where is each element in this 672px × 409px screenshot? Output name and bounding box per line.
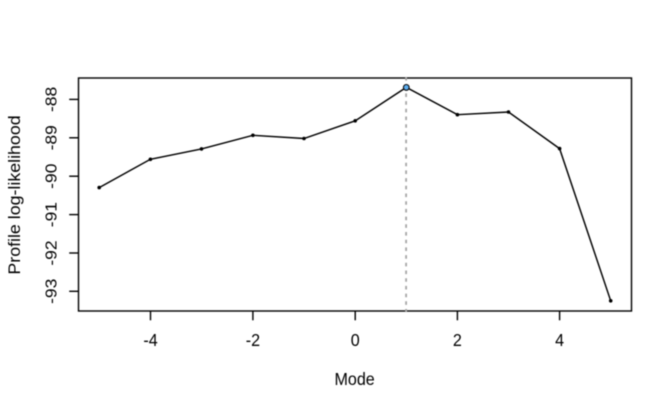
svg-text:-90: -90 (42, 164, 60, 189)
svg-text:-88: -88 (42, 87, 60, 112)
svg-text:0: 0 (351, 331, 360, 351)
svg-text:2: 2 (453, 331, 462, 351)
svg-text:-91: -91 (42, 202, 60, 227)
svg-text:Mode: Mode (334, 369, 374, 389)
svg-text:Profile log-likelihood: Profile log-likelihood (6, 115, 24, 274)
svg-text:-89: -89 (42, 125, 60, 150)
svg-text:-4: -4 (143, 331, 157, 351)
svg-text:4: 4 (555, 331, 564, 351)
svg-text:-92: -92 (42, 240, 60, 265)
svg-text:-93: -93 (42, 279, 60, 304)
svg-text:-2: -2 (246, 331, 260, 351)
